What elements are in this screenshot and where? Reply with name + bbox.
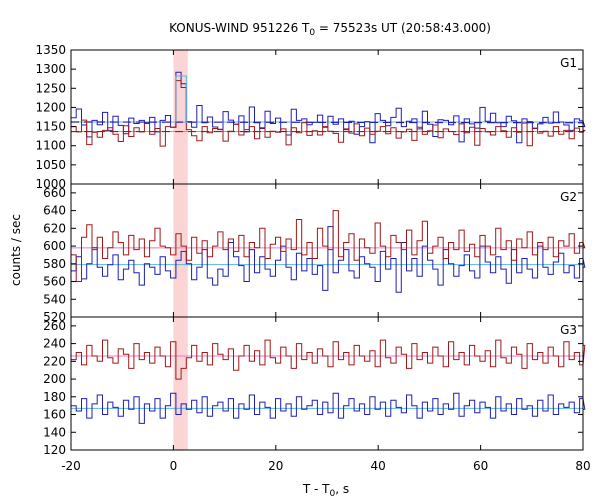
x-tick-label: 20 bbox=[268, 459, 283, 473]
y-tick-label: 1100 bbox=[35, 139, 66, 153]
y-tick-label: 520 bbox=[43, 310, 66, 324]
y-tick-label: 1250 bbox=[35, 81, 66, 95]
y-tick-label: 1000 bbox=[35, 177, 66, 191]
x-tick-label: 40 bbox=[371, 459, 386, 473]
panel-g2 bbox=[71, 210, 586, 293]
panel-label: G3 bbox=[560, 323, 577, 337]
y-tick-label: 140 bbox=[43, 425, 66, 439]
series-blue-g3 bbox=[71, 392, 586, 424]
x-tick-label: 80 bbox=[575, 459, 590, 473]
y-tick-label: 260 bbox=[43, 319, 66, 333]
series-red-g1 bbox=[71, 80, 586, 147]
series-blue-g1 bbox=[71, 71, 586, 144]
peak-step bbox=[175, 75, 187, 123]
y-tick-label: 220 bbox=[43, 354, 66, 368]
series-red-g2 bbox=[71, 210, 586, 282]
y-tick-label: 640 bbox=[43, 204, 66, 218]
axes-layer: 10001050110011501200125013001350G1520540… bbox=[35, 43, 590, 473]
x-tick-label: -20 bbox=[61, 459, 81, 473]
panel-label: G2 bbox=[560, 190, 577, 204]
y-tick-label: 1300 bbox=[35, 62, 66, 76]
y-axis-label: counts / sec bbox=[9, 214, 23, 286]
y-tick-label: 1150 bbox=[35, 120, 66, 134]
y-tick-label: 1350 bbox=[35, 43, 66, 57]
panel-g3 bbox=[71, 339, 586, 424]
y-tick-label: 660 bbox=[43, 186, 66, 200]
panel-frame-g3 bbox=[70, 316, 584, 451]
x-tick-label: 0 bbox=[170, 459, 178, 473]
panel-label: G1 bbox=[560, 56, 577, 70]
x-axis-label: T - T0, s bbox=[302, 482, 349, 499]
chart-title: KONUS-WIND 951226 T0 = 75523s UT (20:58:… bbox=[169, 21, 491, 38]
highlight-layer bbox=[173, 50, 188, 450]
y-tick-label: 560 bbox=[43, 275, 66, 289]
y-tick-label: 1200 bbox=[35, 100, 66, 114]
fit-line-blue bbox=[70, 121, 584, 124]
y-tick-label: 1050 bbox=[35, 158, 66, 172]
y-tick-label: 540 bbox=[43, 292, 66, 306]
y-tick-label: 200 bbox=[43, 372, 66, 386]
panel-g1 bbox=[70, 71, 586, 147]
y-tick-label: 160 bbox=[43, 408, 66, 422]
y-tick-label: 620 bbox=[43, 221, 66, 235]
x-tick-label: 60 bbox=[473, 459, 488, 473]
series-blue-g2 bbox=[71, 226, 586, 293]
series-red-g3 bbox=[71, 339, 586, 380]
y-tick-label: 240 bbox=[43, 337, 66, 351]
y-tick-label: 120 bbox=[43, 443, 66, 457]
y-tick-label: 180 bbox=[43, 390, 66, 404]
y-tick-label: 600 bbox=[43, 239, 66, 253]
trigger-highlight-band bbox=[173, 50, 188, 450]
y-tick-label: 580 bbox=[43, 257, 66, 271]
plot-layer bbox=[70, 71, 586, 424]
